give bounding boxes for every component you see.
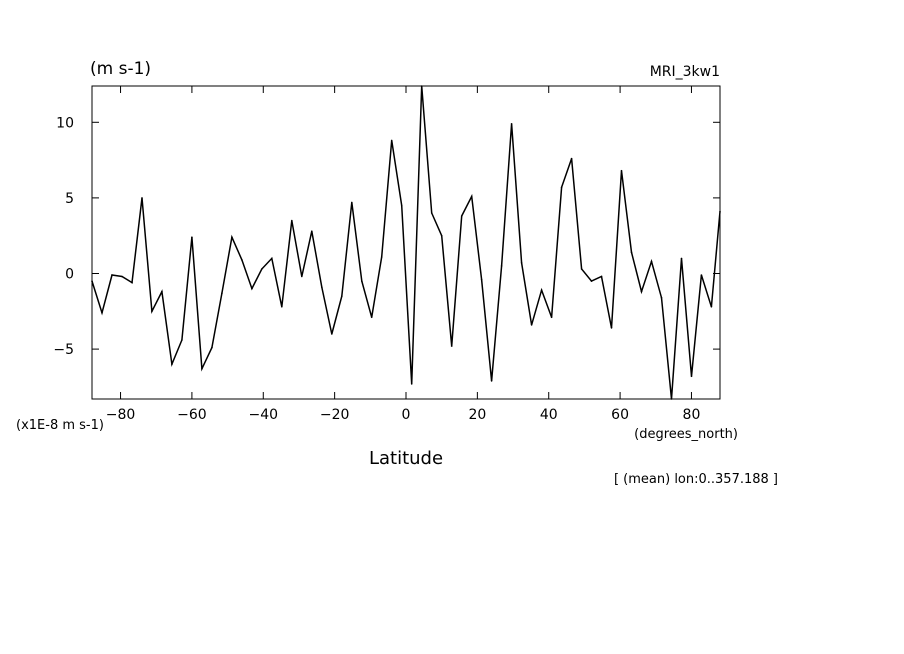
data-point	[400, 204, 403, 207]
data-point	[540, 289, 543, 291]
data-point	[111, 274, 113, 276]
data-point	[460, 215, 463, 217]
y-axis: −5 0 5 10	[53, 115, 720, 358]
data-point	[251, 287, 253, 290]
data-point	[490, 380, 493, 382]
data-point	[700, 274, 703, 276]
data-point	[271, 257, 273, 260]
data-point	[450, 345, 453, 347]
x-tick-label: 0	[402, 407, 411, 423]
model-label: MRI_3kw1	[650, 64, 720, 80]
x-tick-label: 60	[611, 407, 629, 423]
data-point	[101, 312, 103, 314]
data-point	[171, 363, 173, 366]
data-point	[530, 324, 533, 326]
data-point	[131, 281, 133, 284]
y-tick-label: −5	[53, 342, 74, 358]
data-point	[510, 123, 513, 125]
series-line	[91, 85, 721, 400]
data-point	[121, 275, 123, 278]
data-point	[91, 280, 93, 282]
y-tick-label: 0	[65, 266, 74, 282]
data-point	[630, 251, 633, 254]
data-point	[341, 295, 343, 298]
data-point	[311, 230, 313, 232]
data-point	[570, 157, 573, 160]
data-point	[161, 290, 163, 293]
data-point	[480, 278, 483, 281]
data-point	[191, 236, 193, 238]
x-tick-label: −80	[106, 407, 136, 423]
data-point	[610, 327, 613, 329]
data-point	[261, 268, 263, 270]
x-tick-label: −40	[248, 407, 278, 423]
data-point	[640, 290, 643, 293]
data-point	[710, 306, 713, 308]
data-point	[221, 292, 223, 295]
data-point	[430, 212, 433, 214]
x-tick-label: 40	[540, 407, 558, 423]
data-point	[390, 139, 393, 142]
y-tick-label: 5	[65, 191, 74, 207]
data-point	[440, 234, 443, 237]
x-units-label: (degrees_north)	[634, 427, 738, 442]
data-point	[680, 257, 683, 260]
data-point	[291, 219, 293, 222]
data-point	[590, 280, 593, 282]
x-tick-label: 80	[683, 407, 701, 423]
x-tick-label: 20	[468, 407, 486, 423]
data-point	[670, 398, 673, 400]
data-point	[410, 383, 413, 385]
x-tick-label: −60	[177, 407, 207, 423]
plot-frame	[91, 85, 721, 400]
data-point	[690, 375, 693, 378]
data-point	[719, 210, 721, 213]
data-point	[141, 197, 143, 199]
data-point	[580, 268, 583, 270]
units-label: (m s-1)	[90, 59, 151, 79]
data-point	[201, 368, 203, 370]
data-point	[420, 85, 423, 87]
data-point	[231, 236, 233, 238]
x-tick-label: −20	[320, 407, 350, 423]
x-axis: −80 −60 −40 −20 0 20 40 60 80	[106, 86, 701, 423]
data-point	[281, 306, 283, 308]
data-point	[351, 201, 353, 204]
x-axis-title: Latitude	[369, 448, 443, 469]
series-layer	[91, 85, 721, 400]
y-tick-label: 10	[56, 115, 74, 131]
data-point	[370, 316, 373, 319]
data-point	[520, 262, 523, 264]
data-point	[181, 339, 183, 341]
data-point	[301, 275, 303, 278]
data-point	[241, 259, 243, 261]
data-point	[620, 169, 623, 172]
scale-label: (x1E-8 m s-1)	[16, 418, 104, 433]
data-point	[660, 296, 663, 299]
data-point	[380, 256, 383, 258]
data-point	[560, 186, 563, 189]
footnote: [ (mean) lon:0..357.188 ]	[614, 472, 778, 487]
data-point	[650, 260, 653, 263]
data-point	[600, 275, 603, 278]
data-point	[500, 265, 503, 267]
data-point	[470, 195, 473, 198]
data-point	[361, 280, 363, 282]
data-point	[211, 346, 213, 349]
data-point	[331, 333, 333, 335]
data-point	[151, 310, 153, 313]
data-point	[321, 286, 323, 288]
data-point	[550, 316, 553, 319]
